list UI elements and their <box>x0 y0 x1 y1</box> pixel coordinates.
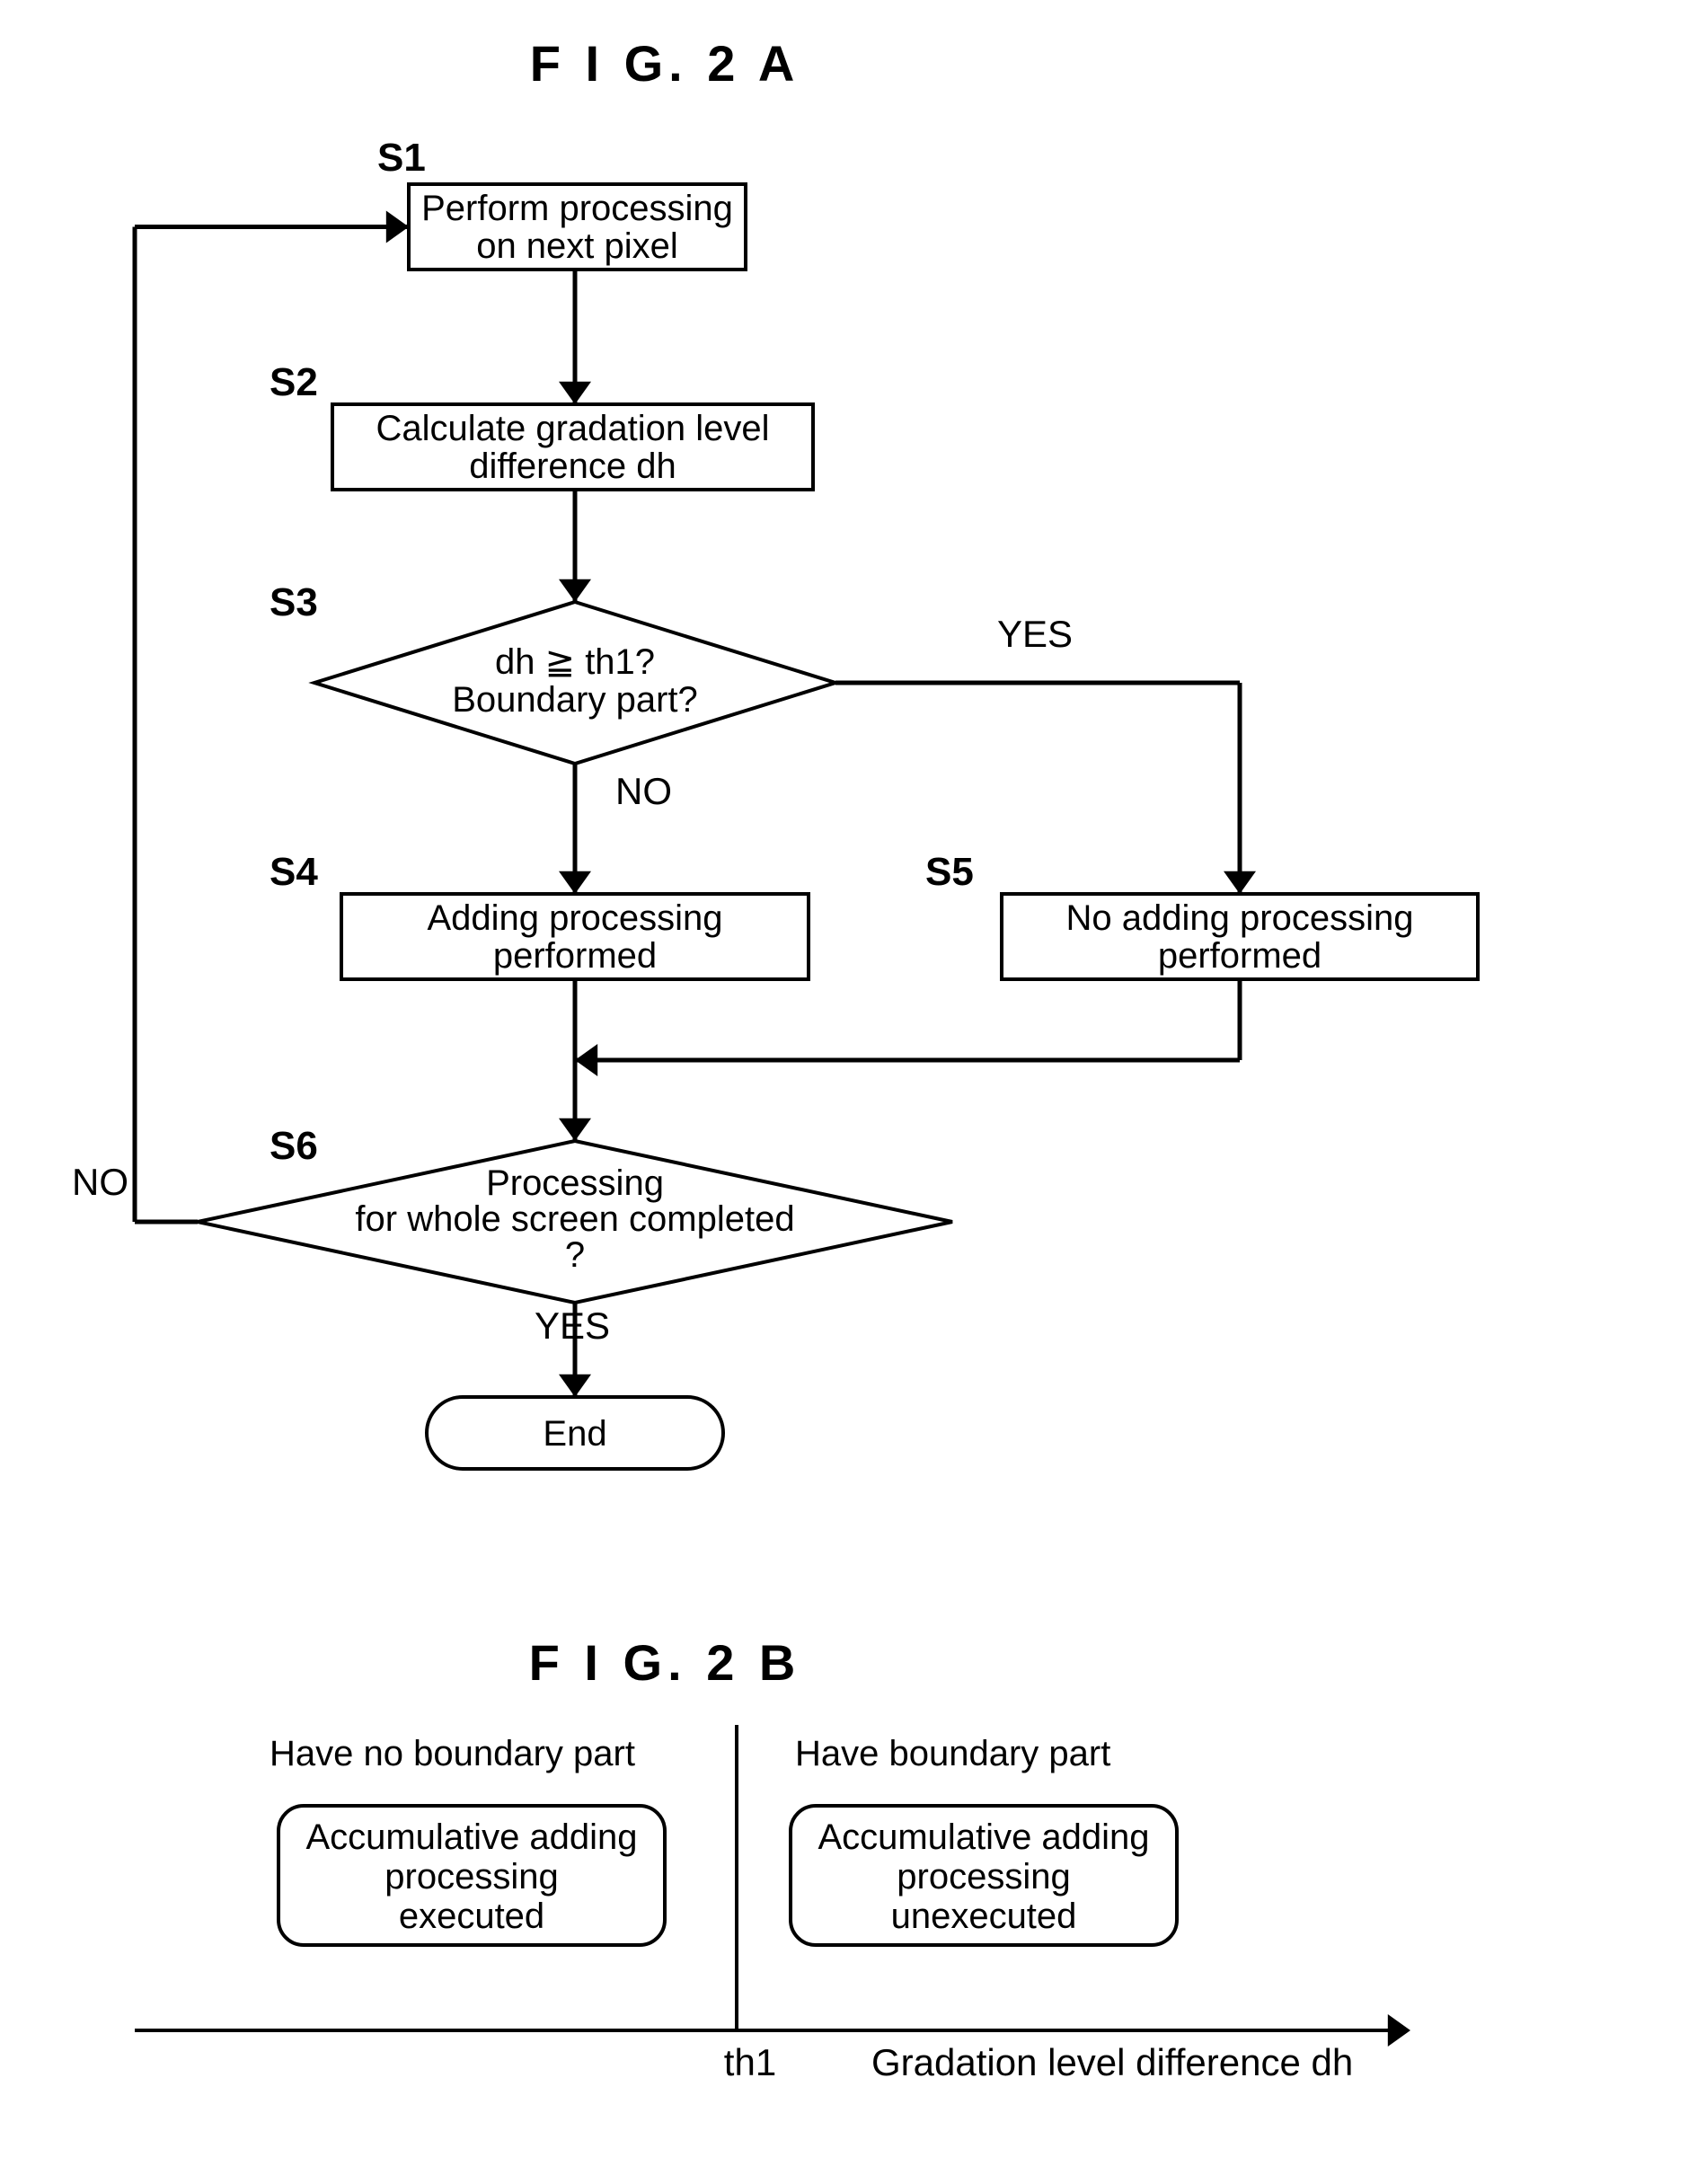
text-s4: performed <box>493 936 657 976</box>
edge-yes-s6: YES <box>535 1304 610 1347</box>
text-s1: Perform processing <box>421 189 733 228</box>
arrowhead <box>559 382 591 404</box>
label-s6: S6 <box>270 1124 318 1168</box>
label-s1: S1 <box>377 136 426 180</box>
arrowhead <box>559 871 591 894</box>
arrowhead <box>575 1044 597 1076</box>
label-s5: S5 <box>925 850 974 894</box>
arrowhead <box>559 1375 591 1397</box>
fig2b-right-text: unexecuted <box>891 1897 1077 1936</box>
fig2b-left-text: Accumulative adding <box>305 1817 637 1857</box>
label-s2: S2 <box>270 360 318 404</box>
edge-yes-s3: YES <box>997 613 1073 655</box>
text-s4: Adding processing <box>427 898 722 938</box>
text-s6: Processing <box>486 1163 664 1203</box>
text-s5: performed <box>1158 936 1321 976</box>
fig2b-title: F I G. 2 B <box>529 1634 801 1691</box>
text-s5: No adding processing <box>1066 898 1414 938</box>
fig2b-right-text: processing <box>897 1857 1070 1897</box>
fig2a-title: F I G. 2 A <box>530 35 800 92</box>
text-end: End <box>543 1414 606 1454</box>
axis-xlabel: Gradation level difference dh <box>871 2041 1353 2083</box>
fig2b-right-text: Accumulative adding <box>818 1817 1149 1857</box>
text-s2: difference dh <box>469 447 676 486</box>
text-s2: Calculate gradation level <box>376 409 769 448</box>
text-s6: ? <box>565 1235 585 1275</box>
fig2b-left-text: executed <box>399 1897 544 1936</box>
arrowhead <box>559 1119 591 1141</box>
fig2b-left-text: processing <box>385 1857 558 1897</box>
text-s3: Boundary part? <box>452 680 698 720</box>
axis-th1: th1 <box>724 2041 776 2083</box>
text-s1: on next pixel <box>476 226 678 266</box>
label-s3: S3 <box>270 580 318 624</box>
fig2b-right-header: Have boundary part <box>795 1734 1110 1773</box>
text-s3: dh ≧ th1? <box>495 642 655 682</box>
edge-no-s6: NO <box>72 1161 128 1203</box>
arrowhead <box>1388 2014 1410 2047</box>
arrowhead <box>1224 871 1256 894</box>
fig2b-left-header: Have no boundary part <box>270 1734 635 1773</box>
arrowhead <box>559 579 591 602</box>
label-s4: S4 <box>270 850 318 894</box>
arrowhead <box>386 211 409 243</box>
edge-no-s3: NO <box>615 770 672 812</box>
text-s6: for whole screen completed <box>355 1199 794 1239</box>
